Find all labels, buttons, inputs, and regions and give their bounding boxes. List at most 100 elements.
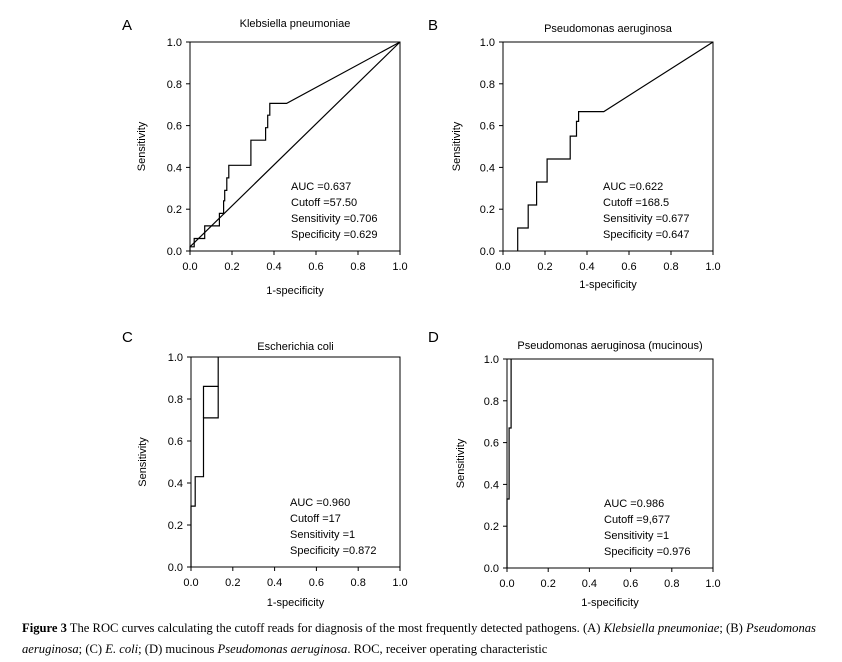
stats-annotation: Cutoff =17 (290, 513, 341, 525)
x-tick-label: 0.6 (623, 578, 638, 590)
y-tick-label: 0.2 (484, 521, 499, 533)
stats-annotation: Specificity =0.629 (291, 229, 378, 241)
x-tick-label: 0.6 (309, 577, 324, 589)
y-tick-label: 1.0 (168, 352, 183, 364)
y-tick-label: 0.0 (480, 246, 495, 258)
panel-label: D (428, 329, 439, 346)
caption-part: The ROC curves calculating the cutoff re… (66, 621, 604, 635)
x-tick-label: 0.8 (664, 578, 679, 590)
y-tick-label: 0.0 (168, 562, 183, 574)
x-tick-label: 0.4 (579, 261, 594, 273)
x-tick-label: 0.4 (266, 261, 281, 273)
stats-annotation: Cutoff =57.50 (291, 197, 357, 209)
roc-figure-svg: A Klebsiella pneumoniae 0.0 0.2 0.4 0.6 0.8 1.0… (122, 17, 721, 609)
x-tick-label: 0.6 (621, 261, 636, 273)
roc-curve (189, 41, 401, 251)
roc-curve (189, 41, 401, 248)
roc-figure: A Klebsiella pneumoniae 0.0 0.2 0.4 0.6 0.8 1.0… (122, 17, 721, 609)
stats-annotation: AUC =0.960 (290, 497, 350, 509)
x-tick-label: 0.4 (267, 577, 282, 589)
y-tick-label: 0.6 (167, 121, 182, 133)
caption-label: Figure 3 (22, 621, 67, 635)
roc-curve (506, 359, 512, 568)
chart-title: Pseudomonas aeruginosa (544, 23, 673, 35)
y-tick-label: 0.4 (480, 162, 495, 174)
y-axis-label: Sensitivity (455, 438, 467, 488)
caption-part: Pseudomonas aeruginosa (22, 621, 816, 656)
y-tick-label: 0.4 (484, 479, 499, 491)
y-tick-label: 0.8 (480, 79, 495, 91)
roc-curve (517, 41, 714, 251)
plot-frame (190, 356, 401, 568)
y-tick-label: 0.2 (168, 520, 183, 532)
caption-part: ; (C) (78, 642, 106, 656)
plot-frame (189, 41, 401, 252)
y-tick-label: 1.0 (480, 37, 495, 49)
x-tick-label: 0.8 (663, 261, 678, 273)
stats-annotation: Specificity =0.647 (603, 229, 690, 241)
plot-frame (502, 41, 714, 252)
x-tick-label: 0.4 (582, 578, 597, 590)
x-tick-label: 0.0 (182, 261, 197, 273)
x-tick-label: 0.2 (537, 261, 552, 273)
stats-annotation: Cutoff =9,677 (604, 514, 670, 526)
panel-label: B (428, 17, 438, 34)
y-tick-label: 0.4 (168, 478, 183, 490)
stats-annotation: Sensitivity =1 (290, 529, 355, 541)
x-tick-label: 0.0 (183, 577, 198, 589)
y-tick-label: 0.6 (168, 436, 183, 448)
x-tick-label: 1.0 (705, 261, 720, 273)
x-axis-label: 1-specificity (581, 597, 639, 609)
chart-title: Pseudomonas aeruginosa (mucinous) (517, 340, 702, 352)
chart-title: Escherichia coli (257, 341, 333, 353)
y-tick-label: 0.0 (484, 563, 499, 575)
y-axis-label: Sensitivity (137, 437, 149, 487)
y-tick-label: 0.8 (168, 394, 183, 406)
stats-annotation: Sensitivity =1 (604, 530, 669, 542)
caption-part: . ROC, receiver operating characteristic (347, 642, 548, 656)
caption-part: Klebsiella pneumoniae (603, 621, 720, 635)
x-tick-label: 0.0 (495, 261, 510, 273)
y-tick-label: 0.2 (167, 204, 182, 216)
stats-annotation: Cutoff =168.5 (603, 197, 669, 209)
y-tick-label: 0.6 (480, 121, 495, 133)
stats-annotation: AUC =0.622 (603, 181, 663, 193)
caption-part: ; (B) (719, 621, 746, 635)
y-tick-label: 0.8 (167, 79, 182, 91)
x-tick-label: 0.8 (350, 261, 365, 273)
y-tick-label: 0.8 (484, 396, 499, 408)
caption-part: E. coli (105, 642, 139, 656)
x-tick-label: 0.8 (351, 577, 366, 589)
caption-part: ; (D) mucinous (138, 642, 218, 656)
y-tick-label: 1.0 (484, 354, 499, 366)
x-tick-label: 1.0 (392, 577, 407, 589)
y-axis-label: Sensitivity (451, 121, 463, 171)
x-axis-label: 1-specificity (266, 285, 324, 297)
caption-part: Pseudomonas aeruginosa (217, 642, 348, 656)
y-tick-label: 0.4 (167, 162, 182, 174)
y-tick-label: 1.0 (167, 37, 182, 49)
x-tick-label: 0.0 (499, 578, 514, 590)
stats-annotation: Sensitivity =0.677 (603, 213, 690, 225)
plot-frame (506, 358, 714, 569)
y-tick-label: 0.6 (484, 438, 499, 450)
y-tick-label: 0.0 (167, 246, 182, 258)
stats-annotation: Specificity =0.976 (604, 546, 691, 558)
roc-curve (202, 357, 219, 418)
x-tick-label: 1.0 (705, 578, 720, 590)
figure-caption: Figure 3 The ROC curves calculating the … (22, 618, 832, 660)
y-axis-label: Sensitivity (136, 121, 148, 171)
x-tick-label: 0.2 (541, 578, 556, 590)
caption-body: The ROC curves calculating the cutoff re… (22, 621, 816, 656)
stats-annotation: AUC =0.637 (291, 181, 351, 193)
chart-title: Klebsiella pneumoniae (240, 18, 351, 30)
roc-curve (190, 386, 219, 567)
x-axis-label: 1-specificity (579, 279, 637, 291)
stats-annotation: Specificity =0.872 (290, 545, 377, 557)
stats-annotation: AUC =0.986 (604, 498, 664, 510)
y-tick-label: 0.2 (480, 204, 495, 216)
x-tick-label: 0.6 (308, 261, 323, 273)
x-axis-label: 1-specificity (267, 597, 325, 609)
x-tick-label: 0.2 (224, 261, 239, 273)
panel-label: A (122, 17, 132, 34)
